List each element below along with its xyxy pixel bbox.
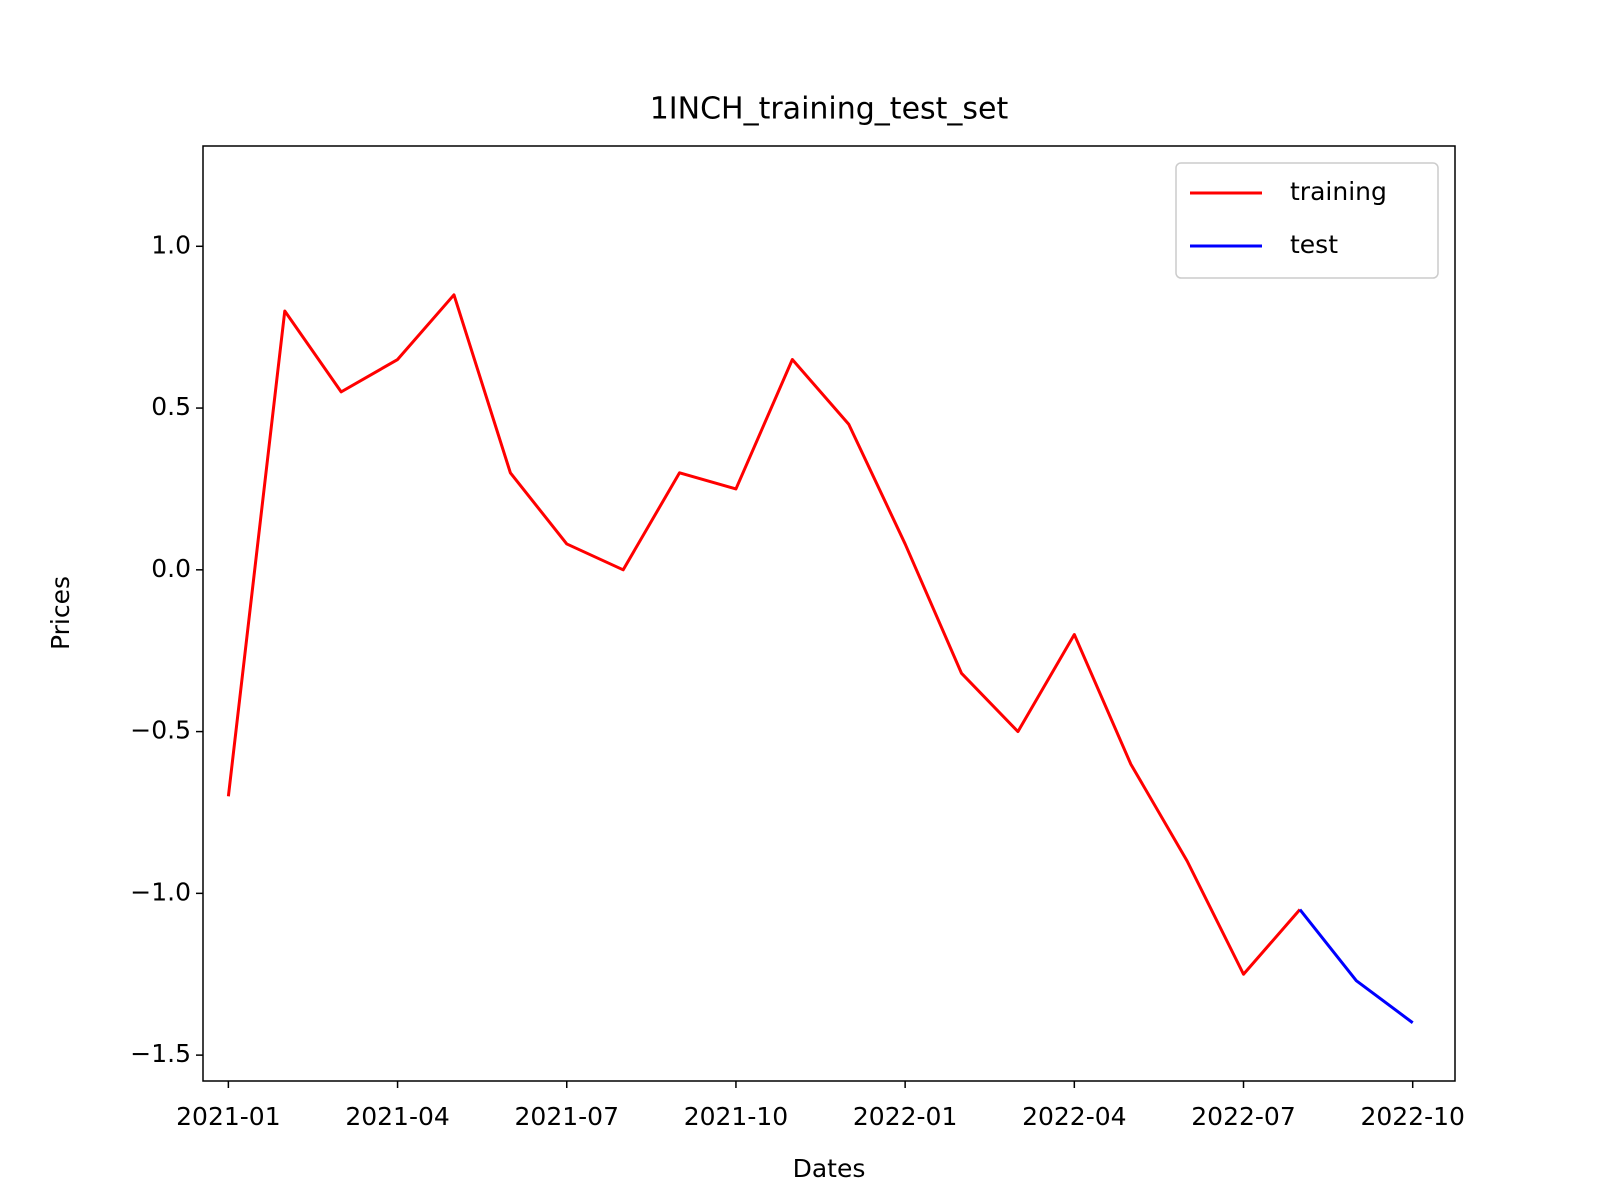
x-tick-label: 2022-10 (1360, 1102, 1464, 1131)
x-tick-label: 2021-01 (176, 1102, 280, 1131)
y-tick-label: −1.5 (130, 1039, 191, 1068)
plot-frame (202, 145, 1456, 1082)
line-series (226, 293, 1302, 976)
x-tick-label: 2021-04 (345, 1102, 449, 1131)
x-axis-label: Dates (793, 1154, 866, 1183)
y-axis-label: Prices (46, 576, 75, 650)
legend-label: training (1290, 177, 1387, 206)
y-tick-label: −0.5 (130, 716, 191, 745)
chart-title: 1INCH_training_test_set (650, 92, 1009, 127)
x-tick-label: 2022-04 (1022, 1102, 1126, 1131)
y-tick-label: 0.5 (151, 392, 191, 421)
y-tick-label: 0.0 (151, 554, 191, 583)
x-tick-label: 2022-01 (853, 1102, 957, 1131)
x-tick-label: 2021-07 (515, 1102, 619, 1131)
line-series (1298, 908, 1414, 1024)
x-tick-label: 2021-10 (684, 1102, 788, 1131)
y-tick-label: −1.0 (130, 877, 191, 906)
x-tick-label: 2022-07 (1191, 1102, 1295, 1131)
legend-label: test (1290, 230, 1338, 259)
y-tick-label: 1.0 (151, 230, 191, 259)
